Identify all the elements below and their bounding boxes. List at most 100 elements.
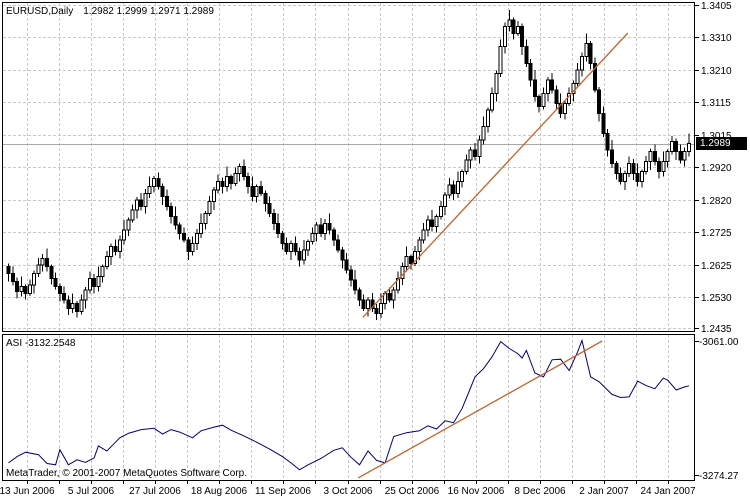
copyright-note: MetaTrader, © 2001-2007 MetaQuotes Softw…: [6, 468, 248, 479]
candle-body: [45, 257, 50, 268]
price-axis-label: 1.3015: [701, 131, 732, 142]
candle-body: [318, 224, 323, 234]
time-axis-label: 5 Jul 2006: [68, 486, 115, 497]
candle-body: [284, 242, 289, 253]
chart-title: EURUSD,Daily 1.2982 1.2999 1.2971 1.2989: [6, 6, 214, 18]
candle-body: [404, 256, 409, 268]
candle-body: [580, 56, 585, 71]
candle-body: [485, 109, 490, 128]
candle-body: [687, 143, 692, 153]
time-axis-label: 11 Sep 2006: [255, 486, 311, 497]
candle-body: [6, 266, 11, 274]
candle-body: [366, 299, 371, 309]
candle-body: [627, 162, 632, 174]
main-trendline[interactable]: [362, 32, 629, 318]
candle-body: [10, 272, 15, 283]
candle-body: [455, 181, 460, 194]
asi-axis-labels: -3061.00 -3274.27: [695, 337, 739, 482]
candle-body: [74, 302, 79, 313]
candle-body: [126, 219, 131, 231]
candle-body: [15, 281, 20, 293]
candle-body: [194, 232, 199, 244]
candle-body: [241, 166, 246, 178]
candle-body: [32, 272, 37, 286]
candle-body: [216, 181, 221, 191]
candle-body: [370, 299, 375, 309]
candle-body: [117, 239, 122, 253]
candle-body: [27, 284, 32, 294]
candle-body: [259, 186, 264, 194]
price-axis-label: 1.2920: [701, 163, 732, 174]
candle-body: [220, 181, 225, 188]
candle-body: [682, 151, 687, 161]
candle-body: [336, 239, 341, 251]
candle-body: [477, 139, 482, 158]
candle-body: [160, 186, 165, 198]
candle-body: [306, 241, 311, 251]
candle-body: [109, 246, 114, 258]
candle-body: [528, 62, 533, 81]
price-axis-label: 1.2435: [701, 324, 732, 335]
candle-body: [237, 166, 242, 174]
candle-body: [199, 222, 204, 234]
candle-body: [314, 224, 319, 234]
candle-body: [537, 96, 542, 108]
asi-trendline[interactable]: [357, 340, 603, 479]
price-axis-label: 1.3210: [701, 66, 732, 77]
candle-body: [554, 89, 559, 104]
price-axis-label: 1.3405: [701, 1, 732, 12]
candle-body: [250, 186, 255, 198]
candle-body: [464, 159, 469, 173]
candle-body: [57, 286, 62, 294]
vertical-gridlines: [27, 3, 669, 479]
candle-body: [301, 249, 306, 261]
candle-body: [173, 216, 178, 226]
candle-body: [532, 79, 537, 98]
candle-body: [53, 277, 58, 288]
candle-body: [473, 149, 478, 158]
candle-body: [87, 277, 92, 291]
candle-body: [310, 232, 315, 243]
candle-body: [327, 222, 332, 231]
candle-body: [639, 171, 644, 183]
candle-body: [224, 176, 229, 188]
time-axis-label: 8 Dec 2006: [514, 486, 566, 497]
candle-body: [66, 299, 71, 309]
candle-body: [40, 257, 45, 266]
time-axis-label: 13 Jun 2006: [0, 486, 55, 497]
candle-body: [49, 266, 54, 279]
candle-body: [571, 82, 576, 94]
candle-body: [541, 92, 546, 108]
candle-body: [147, 186, 152, 194]
candle-body: [425, 219, 430, 231]
time-axis-label: 3 Oct 2006: [324, 486, 373, 497]
candle-body: [661, 161, 666, 173]
candle-body: [233, 172, 238, 184]
candle-body: [511, 19, 516, 34]
time-axis-ticks: [27, 481, 669, 484]
candle-body: [207, 201, 212, 214]
price-axis-label: 1.2530: [701, 293, 732, 304]
candle-body: [83, 289, 88, 301]
candle-body: [622, 172, 627, 183]
symbol-timeframe-label: EURUSD,Daily: [6, 6, 74, 17]
candle-body: [353, 279, 358, 291]
candle-body: [498, 46, 503, 74]
candle-body: [288, 242, 293, 253]
candle-body: [575, 69, 580, 84]
candle-body: [550, 79, 555, 91]
candle-body: [391, 289, 396, 301]
candle-body: [323, 222, 328, 234]
candle-body: [374, 307, 379, 314]
candle-body: [644, 161, 649, 173]
candle-body: [348, 269, 353, 281]
candle-body: [113, 246, 118, 253]
candle-body: [229, 176, 234, 184]
ohlc-quote-label: 1.2982 1.2999 1.2971 1.2989: [83, 6, 214, 17]
candle-body: [122, 229, 127, 241]
candle-body: [460, 171, 465, 183]
candle-body: [443, 194, 448, 208]
candle-body: [271, 212, 276, 224]
candle-body: [23, 286, 28, 294]
